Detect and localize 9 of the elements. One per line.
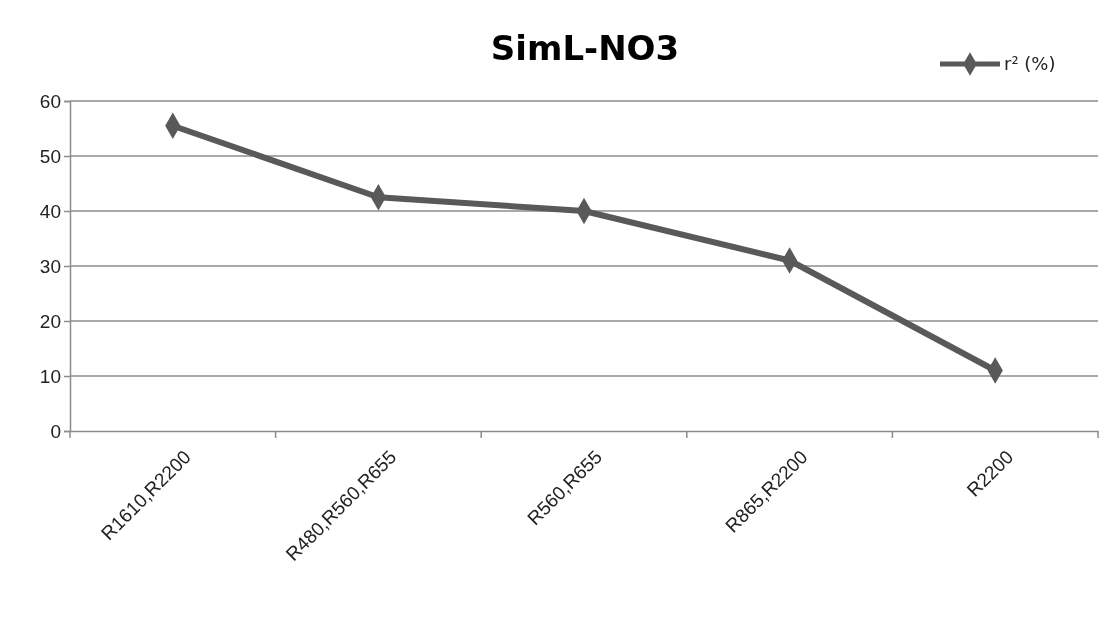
y-tick-label: 50 [39, 145, 61, 167]
y-tick-label: 40 [39, 200, 61, 222]
chart-title: SimL-NO3 [490, 28, 680, 68]
y-tick-label: 0 [50, 420, 61, 442]
y-tick-label: 30 [39, 255, 61, 277]
legend-label: r² (%) [1004, 53, 1056, 74]
y-tick-label: 20 [39, 310, 61, 332]
y-tick-label: 60 [39, 90, 61, 112]
y-tick-label: 10 [39, 365, 61, 387]
